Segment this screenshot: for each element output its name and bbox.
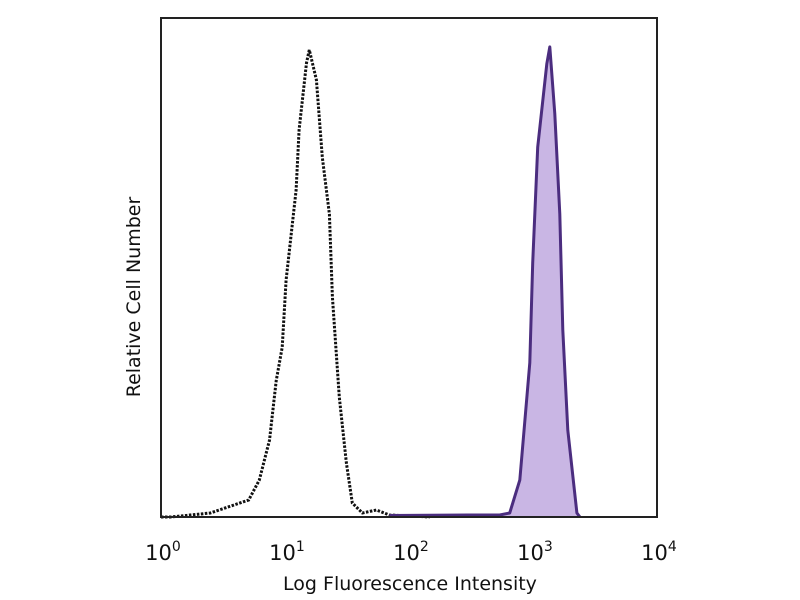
series-1-fill: [389, 46, 580, 518]
plot-frame: [160, 17, 658, 518]
x-tick-label-4: 104: [641, 539, 677, 565]
plot-background: [161, 18, 657, 517]
series-0-dotted-line: [161, 49, 430, 519]
series-1-line: [389, 45, 582, 518]
x-tick-label-0: 100: [145, 539, 181, 565]
x-tick-labels: 100 101 102 103 104: [145, 539, 677, 565]
x-tick-label-1: 101: [269, 539, 305, 565]
x-tick-label-2: 102: [393, 539, 429, 565]
x-axis-label: Log Fluorescence Intensity: [283, 573, 537, 595]
x-tick-label-3: 103: [517, 539, 553, 565]
series-layer: [161, 45, 582, 519]
y-axis-label: Relative Cell Number: [123, 197, 145, 398]
